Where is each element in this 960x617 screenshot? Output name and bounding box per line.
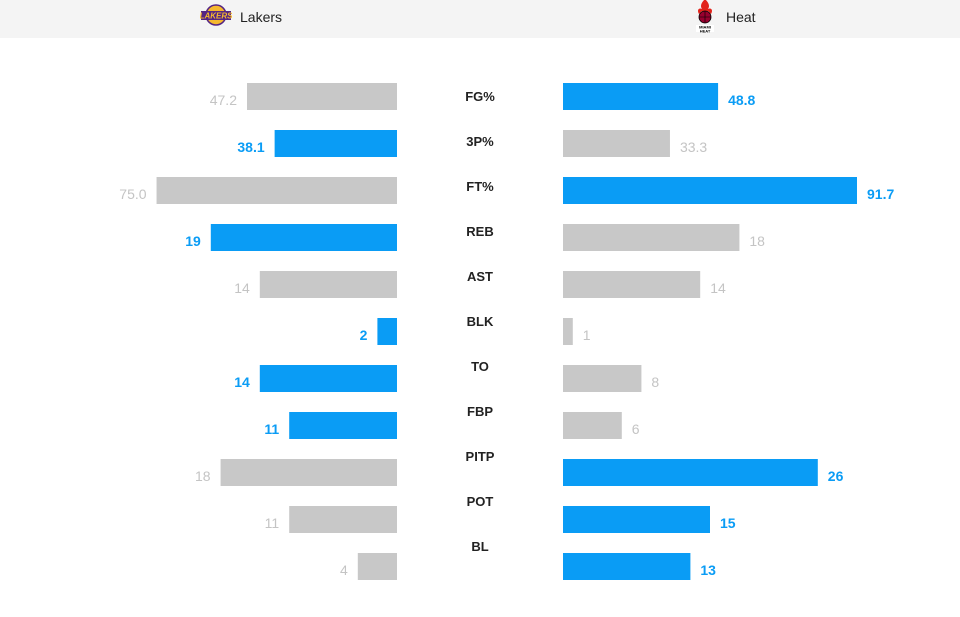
category-label: BL <box>471 539 488 554</box>
right-team-name: Heat <box>726 9 756 25</box>
lakers-value-label: 47.2 <box>210 92 237 108</box>
category-label: AST <box>467 269 493 284</box>
category-label: FBP <box>467 404 493 419</box>
lakers-bar <box>275 130 397 157</box>
lakers-value-label: 18 <box>195 468 211 484</box>
lakers-value-label: 14 <box>234 374 250 390</box>
lakers-bar <box>358 553 397 580</box>
category-label: BLK <box>467 314 494 329</box>
team-heat: MIAMI HEAT Heat <box>692 0 756 34</box>
heat-value-label: 26 <box>828 468 844 484</box>
lakers-bar <box>289 506 397 533</box>
category-label: POT <box>467 494 494 509</box>
heat-value-label: 48.8 <box>728 92 755 108</box>
svg-text:HEAT: HEAT <box>700 28 711 33</box>
lakers-bar <box>211 224 397 251</box>
lakers-value-label: 4 <box>340 562 348 578</box>
lakers-value-label: 19 <box>185 233 201 249</box>
category-label: 3P% <box>466 134 494 149</box>
lakers-bar <box>221 459 397 486</box>
heat-value-label: 91.7 <box>867 186 894 202</box>
heat-bar <box>563 177 857 204</box>
heat-value-label: 33.3 <box>680 139 707 155</box>
lakers-value-label: 2 <box>360 327 368 343</box>
lakers-bar <box>377 318 397 345</box>
heat-value-label: 1 <box>583 327 591 343</box>
lakers-value-label: 11 <box>265 515 280 531</box>
heat-bar <box>563 553 690 580</box>
lakers-bar <box>289 412 397 439</box>
lakers-bar <box>157 177 397 204</box>
heat-value-label: 18 <box>749 233 765 249</box>
category-label: REB <box>466 224 493 239</box>
lakers-bar <box>247 83 397 110</box>
heat-bar <box>563 506 710 533</box>
heat-value-label: 15 <box>720 515 736 531</box>
heat-bar <box>563 271 700 298</box>
heat-bar <box>563 459 818 486</box>
heat-bar <box>563 224 739 251</box>
lakers-logo-icon: LAKERS <box>200 1 232 34</box>
heat-bar <box>563 130 670 157</box>
lakers-bar <box>260 271 397 298</box>
heat-value-label: 13 <box>700 562 716 578</box>
heat-bar <box>563 412 622 439</box>
heat-logo-icon: MIAMI HEAT <box>692 0 718 38</box>
team-lakers: LAKERS Lakers <box>200 0 282 34</box>
comparison-bar-chart: 47.2 48.8FG%38.1 33.33P%75.0 91.7FT%19 18REB… <box>0 38 960 617</box>
heat-value-label: 8 <box>651 374 659 390</box>
lakers-value-label: 38.1 <box>237 139 264 155</box>
lakers-bar <box>260 365 397 392</box>
lakers-value-label: 75.0 <box>119 186 146 202</box>
category-label: TO <box>471 359 489 374</box>
lakers-value-label: 11 <box>264 421 279 437</box>
heat-value-label: 6 <box>632 421 640 437</box>
team-header: LAKERS Lakers MIAMI HEAT Heat <box>0 0 960 38</box>
heat-bar <box>563 83 718 110</box>
heat-bar <box>563 318 573 345</box>
category-label: PITP <box>466 449 495 464</box>
heat-value-label: 14 <box>710 280 726 296</box>
svg-text:LAKERS: LAKERS <box>200 11 232 20</box>
heat-bar <box>563 365 641 392</box>
category-label: FT% <box>466 179 494 194</box>
lakers-value-label: 14 <box>234 280 250 296</box>
left-team-name: Lakers <box>240 9 282 25</box>
category-label: FG% <box>465 89 495 104</box>
